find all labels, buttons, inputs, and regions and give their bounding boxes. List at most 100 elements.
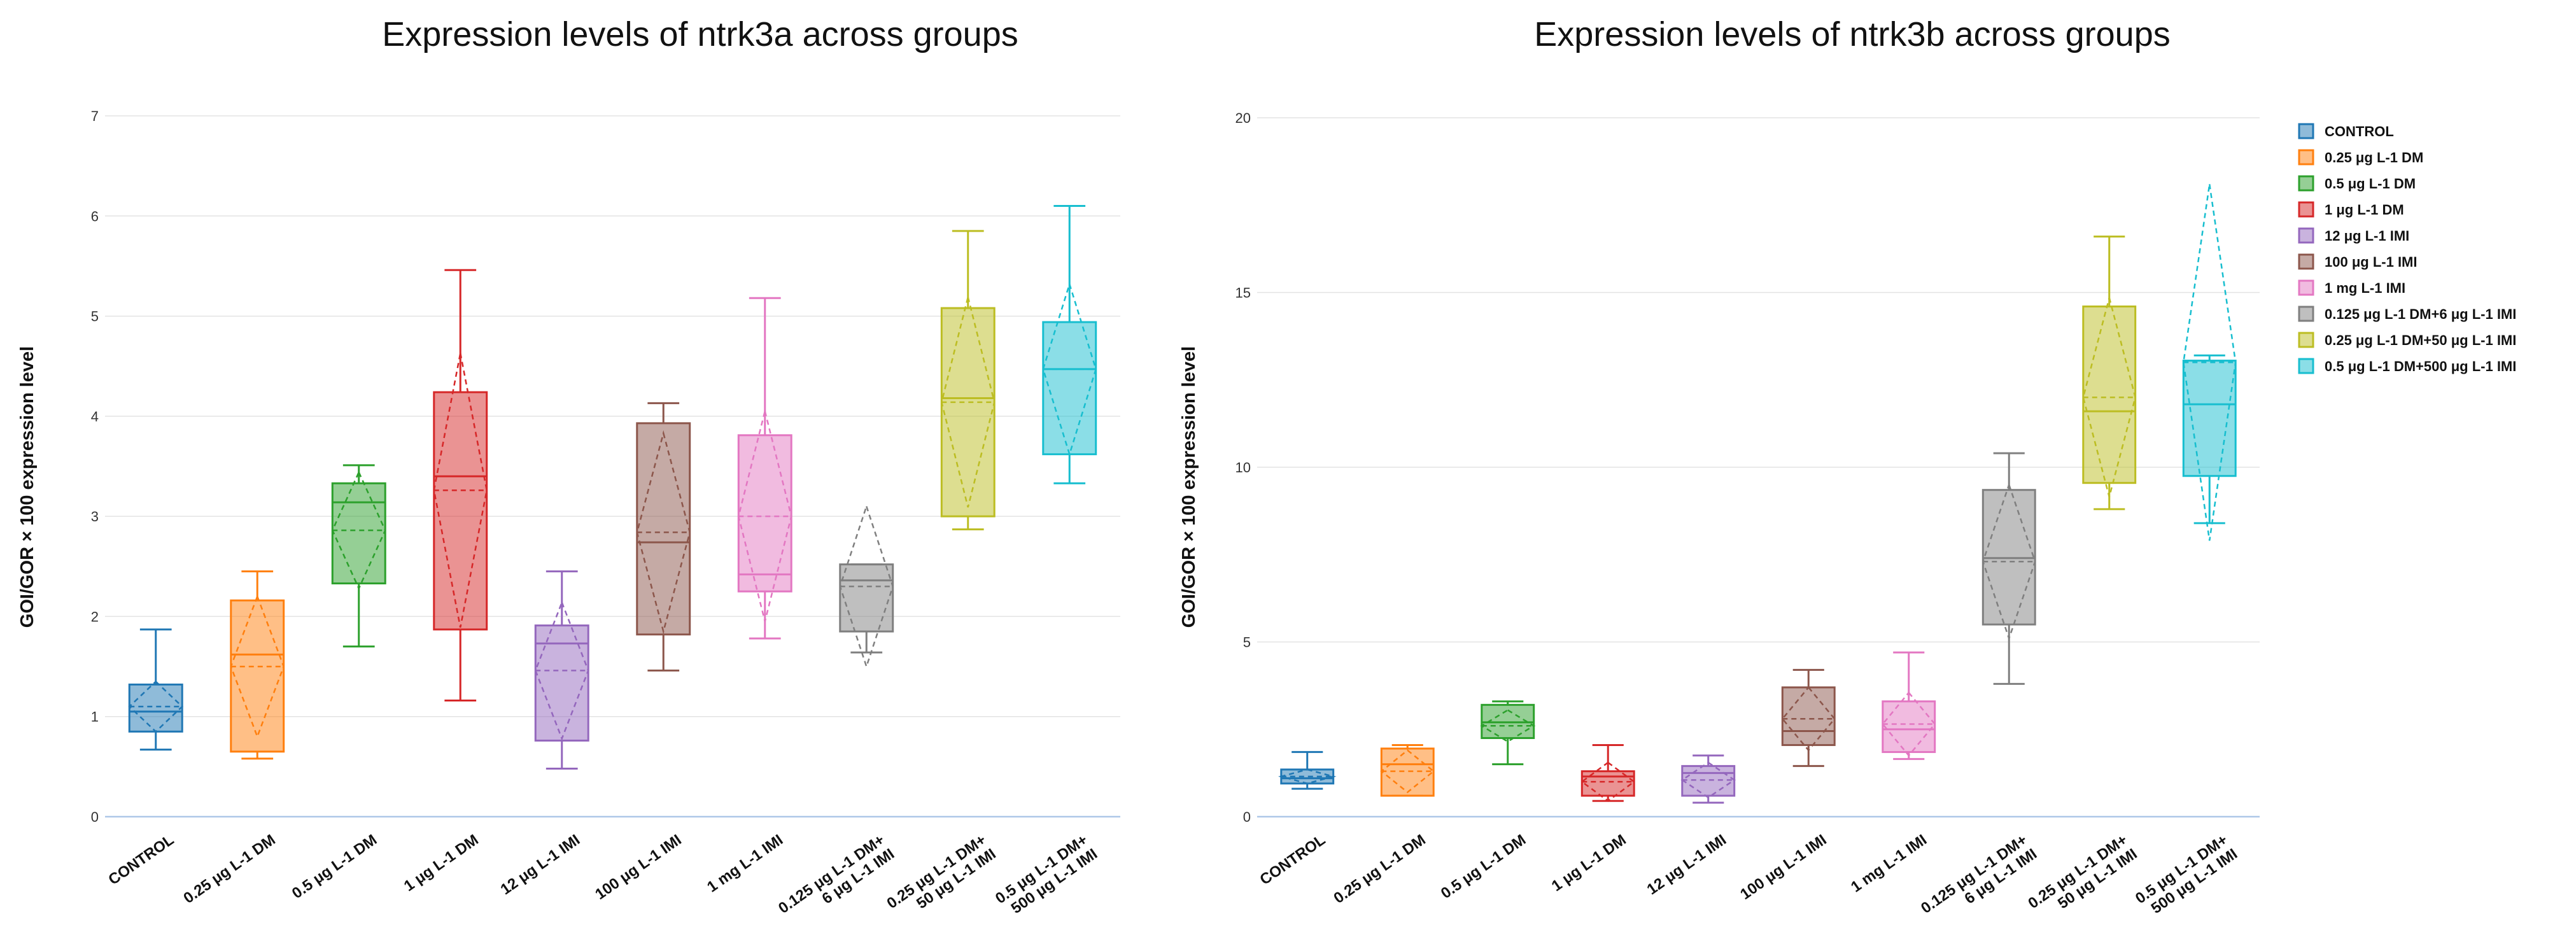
y-tick-label: 15 [1235, 285, 1251, 301]
chart-title: Expression levels of ntrk3a across group… [382, 15, 1018, 53]
box-4 [534, 570, 589, 770]
x-tick-label: 1 mg L-1 IMI [1848, 831, 1930, 896]
x-tick-label: 0.5 μg L-1 DM+500 μg L-1 IMI [2132, 831, 2241, 922]
box-5 [636, 402, 691, 672]
legend-item: 1 μg L-1 DM [2298, 201, 2404, 218]
box-body [128, 683, 183, 733]
chart-title: Expression levels of ntrk3b across group… [1534, 15, 2170, 53]
sd-diamond [1680, 761, 1736, 799]
sd-diamond [1042, 281, 1097, 457]
y-tick-label: 5 [91, 309, 99, 325]
legend-item: 1 mg L-1 IMI [2298, 279, 2405, 296]
sd-diamond [839, 504, 894, 670]
box-body [940, 307, 996, 518]
y-axis-label: GOI/GOR × 100 expression level [1179, 346, 1199, 628]
legend-swatch [2298, 201, 2314, 218]
legend-label: 0.25 μg L-1 DM+50 μg L-1 IMI [2325, 332, 2516, 348]
x-tick-label: 0.125 μg L-1 DM+6 μg L-1 IMI [775, 831, 897, 931]
x-tick-label: CONTROL [106, 831, 178, 889]
x-tick-label: 100 μg L-1 IMI [1737, 831, 1830, 903]
box-body [331, 482, 386, 585]
legend-label: 100 μg L-1 IMI [2325, 254, 2418, 270]
box-3 [433, 269, 488, 702]
box-2 [331, 464, 386, 648]
legend-swatch [2298, 175, 2314, 192]
sd-diamond [1580, 761, 1636, 802]
box-body [839, 563, 894, 633]
sd-diamond [940, 297, 996, 508]
box-body [230, 599, 285, 753]
legend-item: 0.5 μg L-1 DM [2298, 175, 2416, 192]
legend-item: 0.25 μg L-1 DM [2298, 149, 2423, 166]
sd-diamond [1277, 768, 1337, 785]
chart-ntrk3a: Expression levels of ntrk3a across group… [17, 15, 1120, 931]
x-tick-label: CONTROL [1257, 831, 1329, 889]
x-tick-label: 1 mg L-1 IMI [704, 831, 786, 896]
box-7 [1981, 452, 2036, 685]
box-7 [839, 504, 894, 670]
legend-label: 12 μg L-1 IMI [2325, 228, 2409, 244]
y-tick-label: 0 [1243, 809, 1251, 825]
x-tick-label: 0.25 μg L-1 DM+50 μg L-1 IMI [883, 831, 999, 926]
box-8 [940, 230, 996, 531]
sd-diamond [2082, 294, 2136, 500]
box-0 [128, 628, 184, 751]
box-body [1580, 770, 1635, 797]
sd-diamond [737, 411, 792, 622]
x-tick-label: 0.25 μg L-1 DM [180, 831, 278, 907]
sd-diamond [331, 470, 386, 591]
box-body [1781, 686, 1836, 746]
x-tick-label: 0.5 μg L-1 DM [289, 831, 380, 903]
x-tick-label: 0.5 μg L-1 DM [1438, 831, 1529, 903]
y-tick-label: 3 [91, 509, 99, 525]
sd-diamond [433, 353, 488, 628]
legend-swatch [2298, 149, 2314, 166]
box-4 [1680, 754, 1736, 804]
box-1 [230, 570, 285, 760]
x-tick-label: 1 μg L-1 DM [401, 831, 482, 895]
x-tick-label: 100 μg L-1 IMI [592, 831, 685, 903]
legend: CONTROL 0.25 μg L-1 DM 0.5 μg L-1 DM 1 μg L… [2298, 123, 2516, 374]
y-tick-label: 4 [91, 409, 99, 425]
box-body [1882, 700, 1936, 753]
legend-item: 0.125 μg L-1 DM+6 μg L-1 IMI [2298, 306, 2516, 322]
legend-label: 0.25 μg L-1 DM [2325, 150, 2423, 166]
x-tick-label: 0.5 μg L-1 DM+500 μg L-1 IMI [992, 831, 1101, 922]
y-tick-label: 10 [1235, 460, 1251, 476]
box-body [1380, 747, 1435, 797]
y-axis-label: GOI/GOR × 100 expression level [17, 346, 38, 628]
box-body [433, 391, 488, 631]
box-5 [1781, 668, 1836, 767]
chart-ntrk3b: Expression levels of ntrk3b across group… [1179, 15, 2260, 931]
sd-diamond [230, 594, 285, 739]
box-body [1681, 764, 1736, 797]
box-9 [1042, 205, 1097, 484]
y-tick-label: 20 [1235, 110, 1251, 126]
sd-diamond [2183, 184, 2237, 541]
box-6 [1882, 651, 1936, 760]
x-tick-label: 0.25 μg L-1 DM+50 μg L-1 IMI [2025, 831, 2140, 926]
box-3 [1580, 743, 1636, 802]
legend-label: 0.5 μg L-1 DM+500 μg L-1 IMI [2325, 358, 2516, 374]
y-tick-label: 1 [91, 709, 99, 725]
x-tick-label: 0.125 μg L-1 DM+6 μg L-1 IMI [1918, 831, 2040, 931]
box-9 [2182, 184, 2237, 541]
sd-diamond [1981, 482, 2036, 641]
legend-swatch [2298, 227, 2314, 244]
sd-diamond [534, 600, 589, 741]
box-body [1280, 768, 1335, 785]
box-6 [737, 297, 792, 640]
sd-diamond [128, 680, 184, 733]
legend-item: CONTROL [2298, 123, 2394, 139]
legend-label: 1 mg L-1 IMI [2325, 280, 2405, 296]
legend-swatch [2298, 123, 2314, 139]
legend-item: 12 μg L-1 IMI [2298, 227, 2409, 244]
y-tick-label: 7 [91, 108, 99, 124]
box-body [1042, 321, 1097, 456]
legend-item: 0.5 μg L-1 DM+500 μg L-1 IMI [2298, 358, 2516, 374]
sd-diamond [1781, 686, 1836, 752]
y-tick-label: 2 [91, 609, 99, 624]
legend-swatch [2298, 253, 2314, 270]
box-0 [1277, 750, 1337, 790]
y-tick-label: 0 [91, 809, 99, 825]
